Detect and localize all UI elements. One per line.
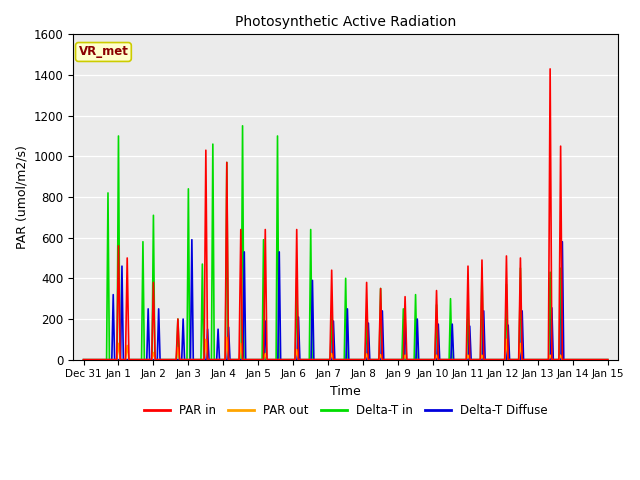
- X-axis label: Time: Time: [330, 385, 361, 398]
- Text: VR_met: VR_met: [79, 46, 129, 59]
- Y-axis label: PAR (umol/m2/s): PAR (umol/m2/s): [15, 145, 28, 249]
- Legend: PAR in, PAR out, Delta-T in, Delta-T Diffuse: PAR in, PAR out, Delta-T in, Delta-T Dif…: [139, 400, 552, 422]
- Title: Photosynthetic Active Radiation: Photosynthetic Active Radiation: [235, 15, 456, 29]
